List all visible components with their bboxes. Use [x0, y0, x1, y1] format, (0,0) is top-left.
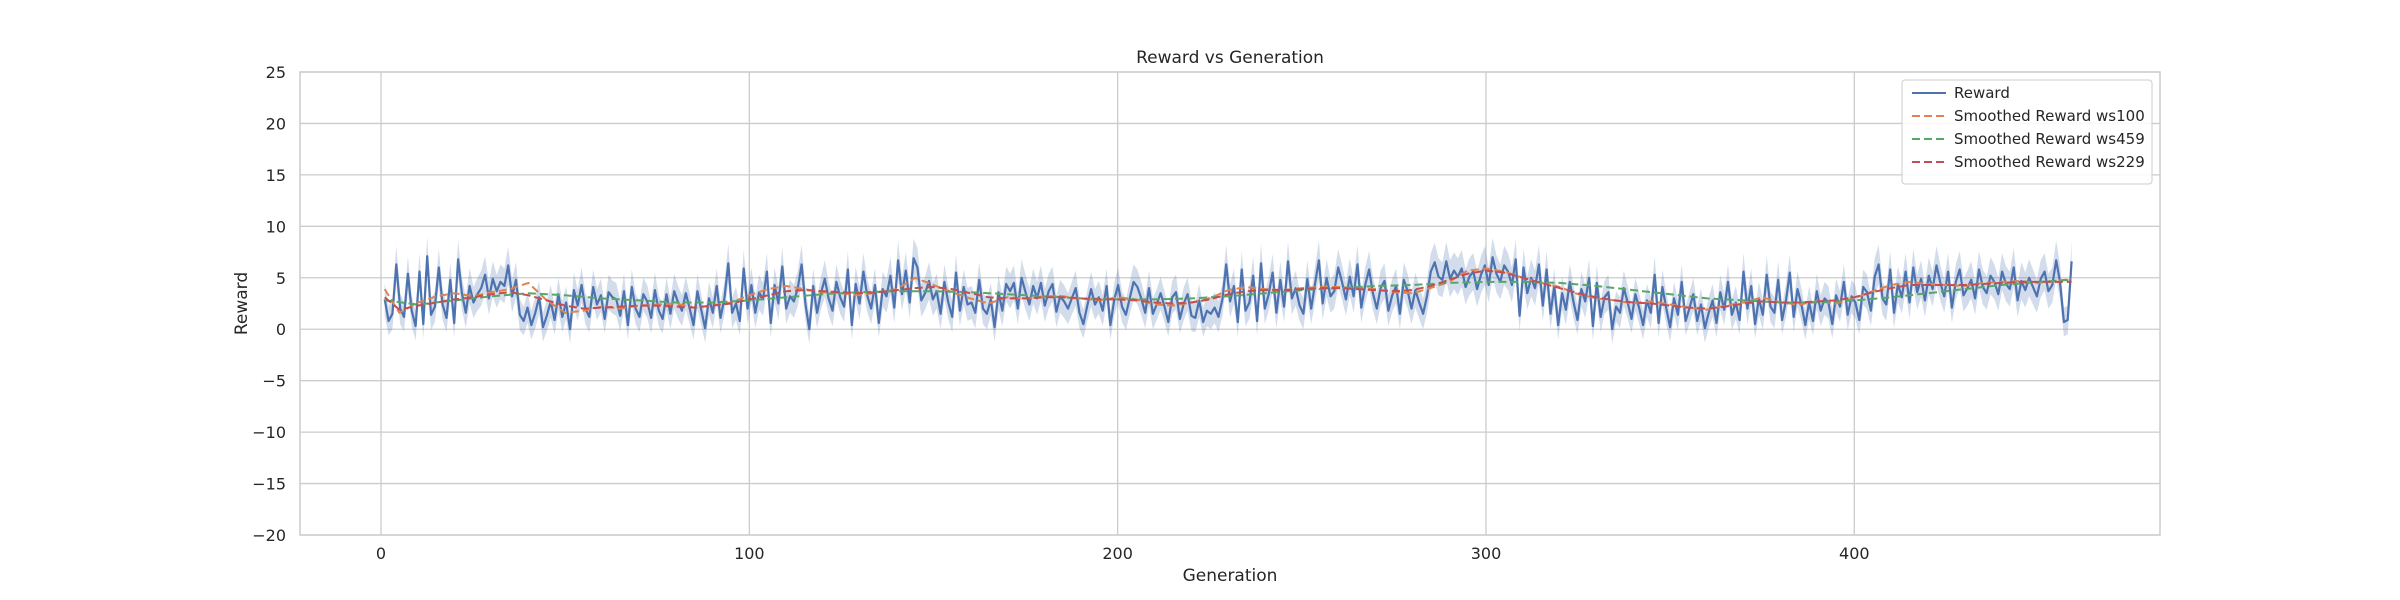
chart-title: Reward vs Generation	[1136, 48, 1324, 68]
y-tick-label: −15	[252, 475, 286, 494]
x-tick-label: 400	[1839, 544, 1870, 563]
y-tick-label: 10	[266, 217, 286, 236]
legend: Reward Smoothed Reward ws100 Smoothed Rewa…	[1901, 79, 2153, 185]
series-line-smoothed-reward-ws229	[384, 269, 2072, 311]
x-tick-label: 300	[1471, 544, 1502, 563]
x-tick-label: 0	[376, 544, 386, 563]
plot-frame	[299, 71, 2161, 536]
y-tick-label: 15	[266, 166, 286, 185]
legend-entry-label: Smoothed Reward ws459	[1954, 130, 2145, 148]
legend-box	[1901, 79, 2153, 185]
legend-entry-label: Smoothed Reward ws229	[1954, 153, 2145, 171]
series-line-reward	[383, 255, 2073, 331]
y-tick-label: 0	[276, 320, 286, 339]
y-axis-label: Reward	[232, 272, 252, 335]
y-tick-label: −10	[252, 423, 286, 442]
y-tick-label: 20	[266, 114, 286, 133]
series-line-smoothed-reward-ws100	[383, 267, 2072, 314]
y-tick-label: −20	[252, 526, 286, 545]
legend-entry-label: Smoothed Reward ws100	[1954, 107, 2145, 125]
series-layer	[383, 255, 2073, 331]
y-tick-label: −5	[262, 372, 286, 391]
x-tick-label: 100	[734, 544, 765, 563]
x-axis-label: Generation	[1183, 566, 1278, 586]
y-tick-label: 25	[266, 63, 286, 82]
tick-layer: −20 −15 −10 −5 0 5 10 15 20 25 0 100 200 300 400	[252, 63, 1869, 563]
legend-entry-label: Reward	[1954, 84, 2010, 102]
y-tick-label: 5	[276, 269, 286, 288]
x-tick-label: 200	[1102, 544, 1133, 563]
